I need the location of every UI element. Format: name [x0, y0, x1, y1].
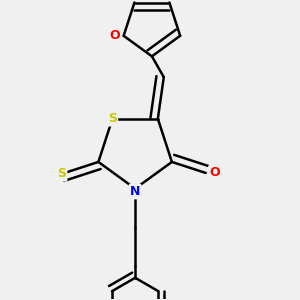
Text: O: O: [110, 29, 120, 42]
Text: O: O: [209, 167, 220, 179]
Text: N: N: [130, 185, 140, 198]
Text: S: S: [57, 167, 66, 180]
Text: S: S: [108, 112, 117, 125]
